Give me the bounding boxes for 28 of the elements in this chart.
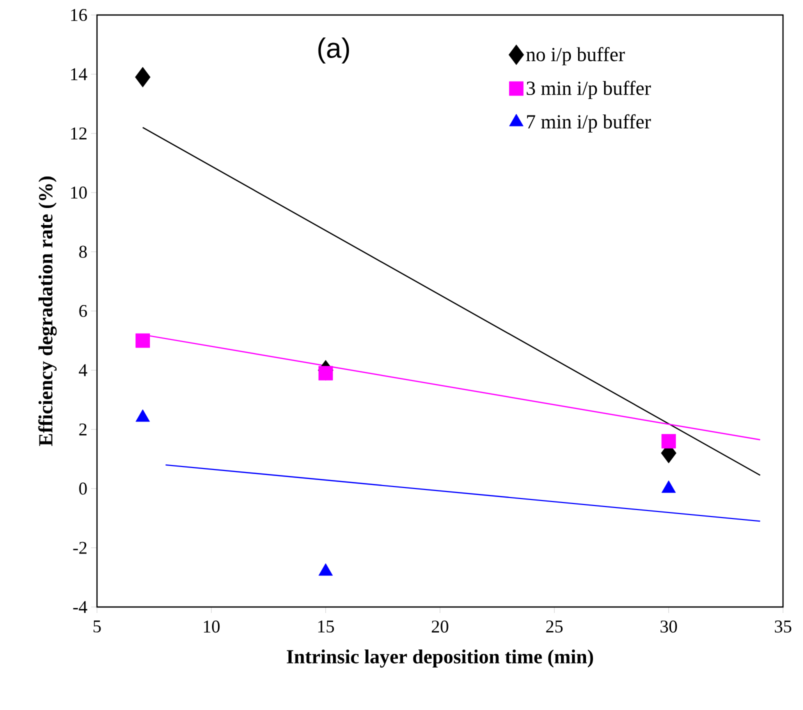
y-tick-label: 14	[71, 68, 88, 80]
x-tick-label: 25	[546, 620, 563, 633]
y-tick-label: -4	[73, 601, 88, 613]
legend-label: 7 min i/p buffer	[527, 114, 651, 133]
y-tick-label: 4	[78, 364, 88, 376]
x-tick-label: 20	[432, 620, 448, 633]
y-tick-label: 2	[79, 423, 86, 436]
y-tick-label: 12	[71, 127, 86, 140]
x-tick-label: 10	[204, 620, 220, 633]
legend-label: no i/p buffer	[526, 47, 625, 66]
legend-label: 3 min i/p buffer	[526, 80, 651, 100]
y-tick-label: 8	[79, 246, 87, 258]
point	[135, 66, 150, 88]
x-tick-label: 35	[774, 620, 792, 633]
x-tick-label: 30	[660, 620, 677, 633]
point	[661, 434, 676, 448]
y-tick-label: 0	[79, 482, 87, 495]
point	[136, 333, 150, 348]
x-tick-label: 5	[94, 620, 101, 632]
y-axis-title: Efficiency degradation rate (%)	[38, 176, 57, 446]
y-tick-label: 6	[79, 304, 87, 318]
text: (a)	[318, 38, 349, 64]
point	[318, 366, 333, 380]
y-tick-label: 10	[71, 186, 87, 199]
y-tick-label: -2	[73, 542, 86, 554]
x-axis-title: Intrinsic layer deposition time (min)	[286, 649, 593, 668]
x-tick-label: 15	[318, 620, 334, 633]
y-tick-label: 16	[71, 8, 87, 22]
